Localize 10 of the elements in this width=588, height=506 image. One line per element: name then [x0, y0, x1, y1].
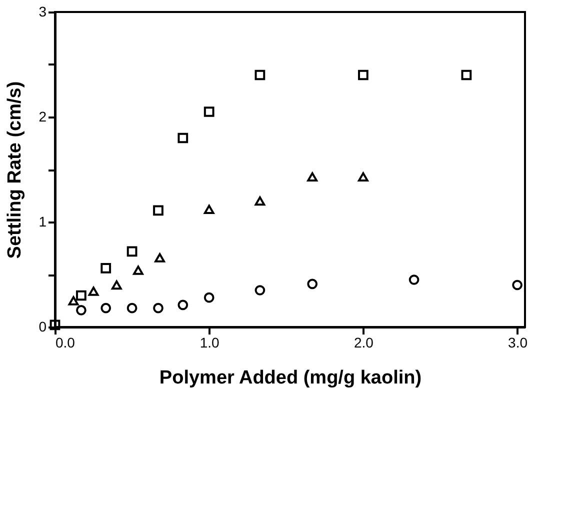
y-tick-label: 1: [38, 214, 47, 230]
y-axis-title: Settling Rate (cm/s): [4, 81, 26, 259]
x-axis-title: Polymer Added (mg/g kaolin): [159, 368, 422, 388]
y-tick-label: 2: [38, 108, 47, 124]
x-tick-label: 1.0: [200, 334, 220, 350]
x-tick-label: 3.0: [508, 334, 528, 350]
y-tick-label: 3: [38, 4, 47, 20]
x-tick-label: 0.0: [56, 334, 76, 350]
x-tick-label: 2.0: [354, 334, 374, 350]
y-tick-label: 0: [38, 318, 47, 334]
